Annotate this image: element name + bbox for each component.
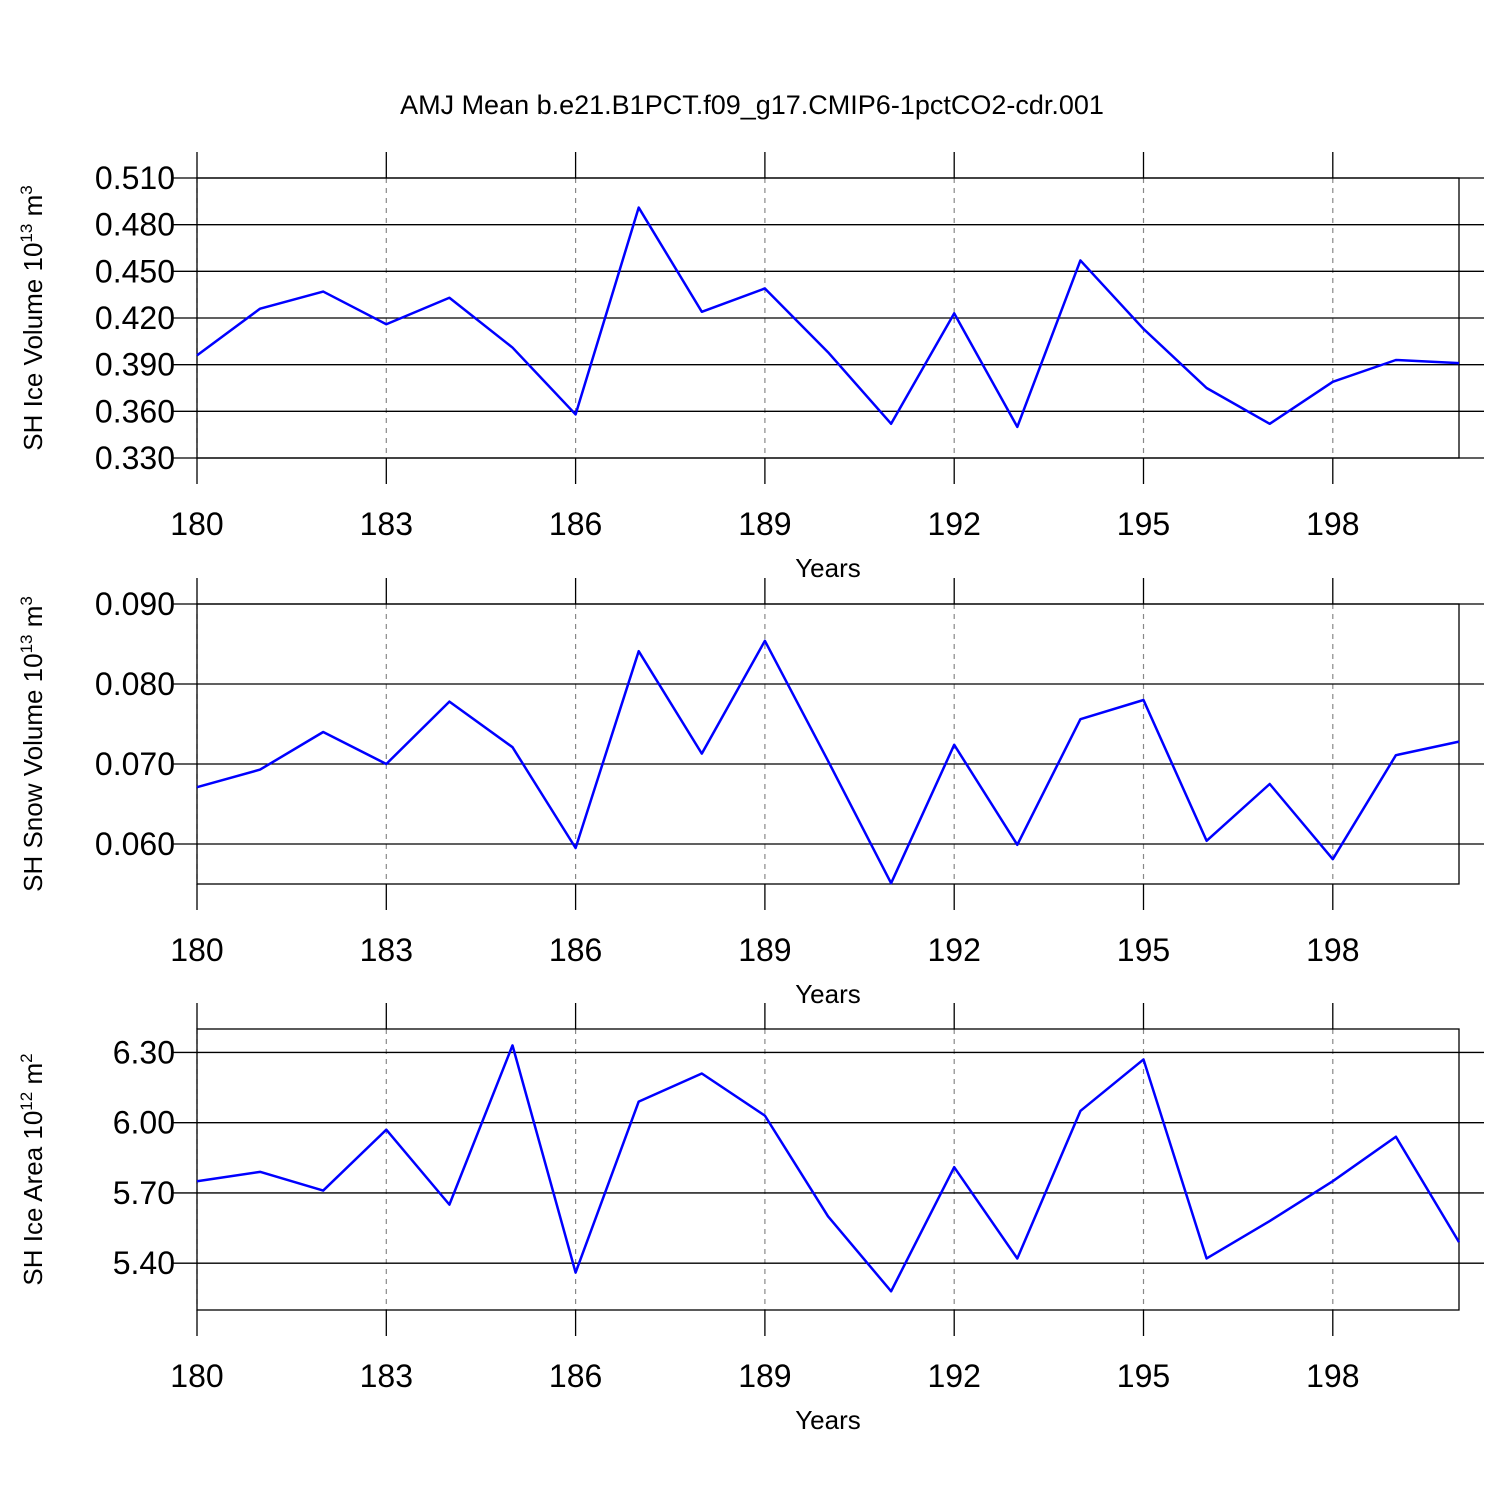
y-tick-label: 6.30	[113, 1034, 175, 1070]
y-label-unit: m	[18, 1063, 48, 1092]
x-tick-label: 192	[928, 1358, 981, 1394]
y-axis-label: SH Ice Area 1012 m2	[17, 1053, 48, 1285]
x-tick-label: 195	[1117, 506, 1170, 542]
x-tick-label: 183	[360, 932, 413, 968]
y-tick-label: 0.330	[95, 440, 175, 476]
y-label-unit: m	[18, 606, 48, 635]
plot-frame	[196, 1028, 1460, 1311]
x-tick-label: 180	[170, 1358, 223, 1394]
x-tick-label: 198	[1306, 506, 1359, 542]
x-tick-label: 192	[928, 506, 981, 542]
y-tick-label: 6.00	[113, 1105, 175, 1141]
x-axis-label: Years	[795, 979, 861, 1009]
y-label-unit: m	[18, 195, 48, 224]
y-label-text: SH Ice Volume 10	[18, 243, 48, 451]
y-label-power: 13	[17, 224, 36, 243]
y-axis-label: SH Ice Volume 1013 m3	[17, 185, 48, 450]
x-tick-label: 198	[1306, 1358, 1359, 1394]
y-tick-label: 0.080	[95, 666, 175, 702]
y-tick-label: 0.360	[95, 393, 175, 429]
x-tick-label: 189	[738, 506, 791, 542]
y-tick-label: 0.450	[95, 253, 175, 289]
y-label-power: 12	[17, 1092, 36, 1111]
x-tick-label: 180	[170, 506, 223, 542]
x-axis-label: Years	[795, 553, 861, 583]
y-label-unit-power: 2	[17, 1053, 36, 1062]
x-tick-label: 195	[1117, 1358, 1170, 1394]
y-label-unit-power: 3	[17, 185, 36, 194]
x-tick-label: 186	[549, 506, 602, 542]
x-tick-label: 189	[738, 1358, 791, 1394]
y-label-unit-power: 3	[17, 596, 36, 605]
y-tick-label: 0.070	[95, 746, 175, 782]
y-tick-label: 0.420	[95, 300, 175, 336]
x-tick-label: 183	[360, 1358, 413, 1394]
y-tick-label: 5.70	[113, 1175, 175, 1211]
y-tick-label: 5.40	[113, 1245, 175, 1281]
y-label-power: 13	[17, 634, 36, 653]
y-tick-label: 0.390	[95, 347, 175, 383]
y-axis-label: SH Snow Volume 1013 m3	[17, 596, 48, 892]
x-tick-label: 192	[928, 932, 981, 968]
x-axis-label: Years	[795, 1405, 861, 1435]
y-tick-label: 0.090	[95, 586, 175, 622]
x-tick-label: 189	[738, 932, 791, 968]
x-tick-label: 186	[549, 932, 602, 968]
data-line	[196, 1044, 1461, 1293]
y-label-text: SH Ice Area 10	[18, 1111, 48, 1286]
x-tick-label: 186	[549, 1358, 602, 1394]
x-tick-label: 180	[170, 932, 223, 968]
y-tick-label: 0.060	[95, 826, 175, 862]
y-label-text: SH Snow Volume 10	[18, 653, 48, 891]
data-line	[196, 639, 1460, 885]
data-line	[196, 206, 1460, 429]
x-tick-label: 183	[360, 506, 413, 542]
plot-frame	[196, 177, 1460, 459]
x-tick-label: 195	[1117, 932, 1170, 968]
y-tick-label: 0.510	[95, 160, 175, 196]
plot-frame	[196, 603, 1460, 885]
y-tick-label: 0.480	[95, 207, 175, 243]
figure-title: AMJ Mean b.e21.B1PCT.f09_g17.CMIP6-1pctC…	[400, 90, 1104, 120]
x-tick-label: 198	[1306, 932, 1359, 968]
